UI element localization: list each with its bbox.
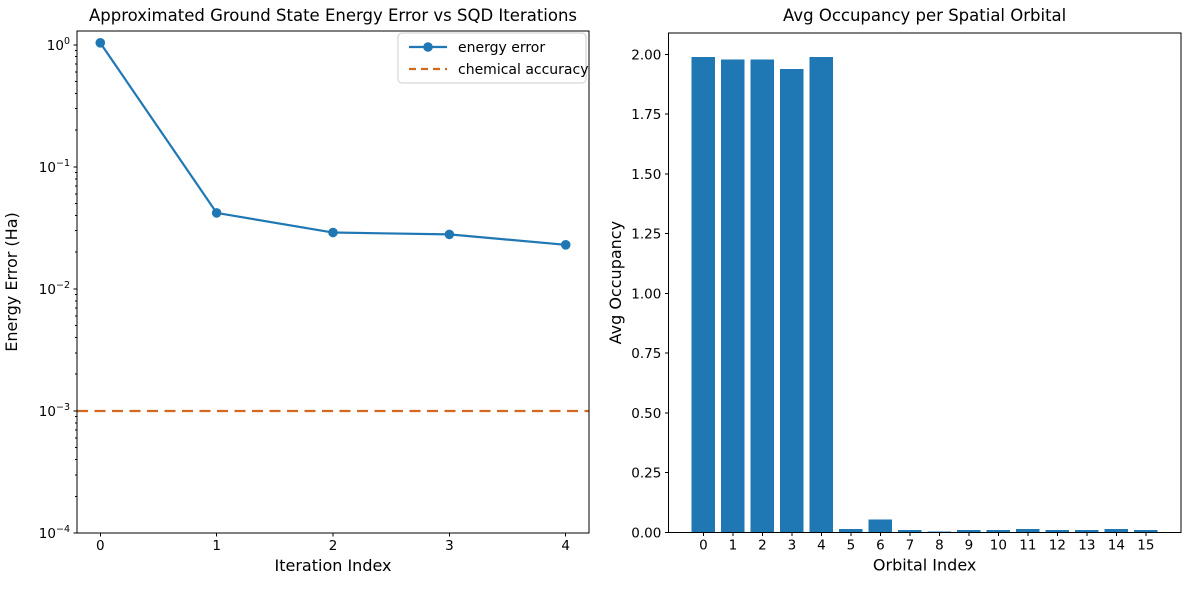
occupancy-bar — [1045, 529, 1070, 533]
y-tick-label: 10−1 — [39, 158, 70, 176]
left-chart: Approximated Ground State Energy Error v… — [2, 6, 590, 575]
x-tick-label: 10 — [990, 537, 1007, 553]
occupancy-bar — [809, 56, 834, 533]
data-point-marker — [95, 38, 106, 48]
y-axis-label: Energy Error (Ha) — [2, 212, 21, 352]
x-tick-label: 0 — [96, 538, 105, 554]
y-axis-label: Avg Occupancy — [606, 221, 625, 344]
x-tick-label: 4 — [561, 538, 570, 554]
x-tick-label: 2 — [329, 538, 338, 554]
y-tick-label: 0.25 — [631, 466, 661, 482]
x-tick-label: 6 — [876, 537, 885, 553]
occupancy-bar — [721, 59, 745, 533]
x-tick-label: 8 — [935, 537, 944, 553]
data-point-marker — [328, 227, 338, 238]
left-chart-title: Approximated Ground State Energy Error v… — [89, 6, 577, 25]
x-tick-label: 14 — [1108, 537, 1125, 553]
y-tick-label: 0.75 — [631, 346, 661, 362]
data-point-marker — [444, 229, 455, 240]
x-tick-label: 3 — [445, 538, 454, 554]
x-tick-label: 4 — [817, 537, 826, 553]
occupancy-bar — [868, 519, 893, 533]
y-tick-label: 1.75 — [631, 107, 661, 123]
x-tick-label: 2 — [758, 537, 767, 553]
occupancy-bar — [1016, 528, 1040, 533]
axes-spines — [667, 32, 1182, 533]
occupancy-bar — [750, 59, 775, 533]
axes-spines — [76, 30, 590, 534]
right-chart: Avg Occupancy per Spatial Orbital Orbital… — [606, 6, 1182, 574]
legend-label-energy-error: energy error — [458, 40, 545, 56]
occupancy-bar — [780, 68, 804, 533]
data-point-marker — [560, 240, 571, 250]
x-tick-label: 11 — [1019, 537, 1036, 553]
y-tick-label: 0.50 — [631, 406, 661, 422]
legend-box — [397, 32, 587, 84]
x-tick-label: 0 — [699, 537, 708, 553]
y-tick-label: 10−4 — [39, 524, 70, 542]
y-tick-label: 0.00 — [631, 525, 661, 541]
y-tick-label: 10−3 — [39, 402, 70, 420]
x-tick-label: 9 — [965, 537, 974, 553]
x-tick-label: 1 — [729, 537, 738, 553]
occupancy-bar — [986, 529, 1011, 533]
occupancy-bar — [1075, 530, 1099, 533]
y-tick-label: 1.50 — [631, 167, 661, 183]
occupancy-bar — [839, 528, 863, 533]
x-tick-label: 3 — [788, 537, 797, 553]
right-chart-title: Avg Occupancy per Spatial Orbital — [783, 6, 1066, 25]
x-tick-label: 1 — [212, 538, 221, 554]
y-tick-label: 1.25 — [631, 227, 661, 243]
y-tick-label: 2.00 — [631, 48, 661, 64]
occupancy-bar — [691, 56, 716, 533]
x-tick-label: 15 — [1137, 537, 1154, 553]
data-point-marker — [211, 208, 222, 218]
y-tick-label: 1.00 — [631, 286, 661, 302]
x-tick-label: 13 — [1078, 537, 1095, 553]
x-tick-label: 5 — [847, 537, 856, 553]
x-axis-label: Orbital Index — [873, 555, 976, 574]
y-tick-label: 100 — [47, 36, 70, 54]
legend-marker-sample — [423, 42, 433, 52]
x-axis-label: Iteration Index — [275, 556, 392, 575]
legend-label-chemical-accuracy: chemical accuracy — [458, 62, 589, 78]
occupancy-bar — [1134, 529, 1158, 533]
y-tick-label: 10−2 — [39, 280, 70, 298]
occupancy-bar — [1104, 529, 1129, 533]
occupancy-bar — [898, 529, 922, 533]
occupancy-bar — [957, 529, 981, 533]
x-tick-label: 12 — [1049, 537, 1066, 553]
x-tick-label: 7 — [906, 537, 915, 553]
